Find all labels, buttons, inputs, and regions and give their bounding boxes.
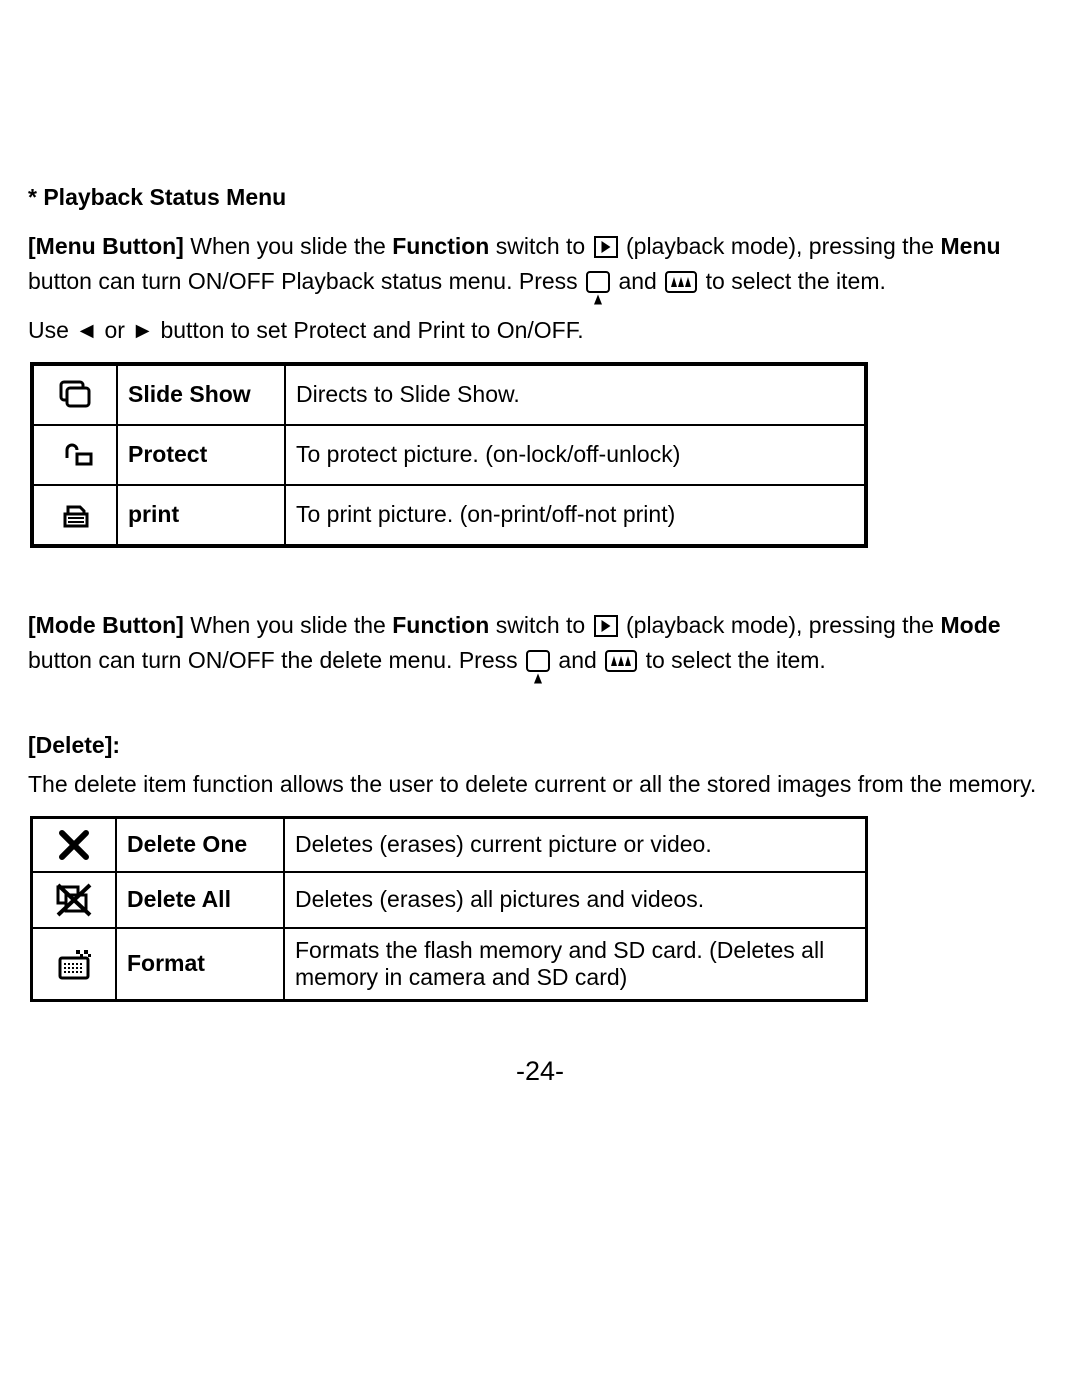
table-row: Format Formats the flash memory and SD c… — [32, 928, 867, 1001]
delete-menu-table: Delete One Deletes (erases) current pict… — [30, 816, 868, 1002]
protect-icon — [32, 425, 117, 485]
text: to select the item. — [699, 268, 886, 294]
section1-heading: * Playback Status Menu — [28, 180, 1052, 215]
row-label: Protect — [117, 425, 285, 485]
function-word: Function — [392, 233, 489, 259]
text: and — [552, 647, 603, 673]
row-desc: Formats the flash memory and SD card. (D… — [284, 928, 867, 1001]
zoom-out-icon — [665, 271, 697, 293]
text: button can turn ON/OFF Playback status m… — [28, 268, 584, 294]
mode-word: Mode — [941, 612, 1001, 638]
menu-word: Menu — [941, 233, 1001, 259]
table-row: Delete One Deletes (erases) current pict… — [32, 817, 867, 872]
text: (playback mode), pressing the — [620, 612, 941, 638]
table-row: print To print picture. (on-print/off-no… — [32, 485, 866, 546]
row-desc: To print picture. (on-print/off-not prin… — [285, 485, 866, 546]
text: and — [612, 268, 663, 294]
row-label: Format — [116, 928, 284, 1001]
delete-one-icon — [32, 817, 117, 872]
text: to select the item. — [639, 647, 826, 673]
page: * Playback Status Menu [Menu Button] Whe… — [0, 0, 1080, 1397]
slideshow-icon — [32, 364, 117, 425]
table-row: Delete All Deletes (erases) all pictures… — [32, 872, 867, 928]
format-icon — [32, 928, 117, 1001]
delete-body: The delete item function allows the user… — [28, 767, 1052, 802]
row-desc: Directs to Slide Show. — [285, 364, 866, 425]
row-desc: Deletes (erases) all pictures and videos… — [284, 872, 867, 928]
delete-heading-text: [Delete]: — [28, 732, 120, 758]
row-label: Slide Show — [117, 364, 285, 425]
delete-all-icon — [32, 872, 117, 928]
row-label: Delete One — [116, 817, 284, 872]
function-word: Function — [392, 612, 489, 638]
section1-line1: [Menu Button] When you slide the Functio… — [28, 229, 1052, 299]
playback-icon — [594, 615, 618, 637]
mode-button-label: [Mode Button] — [28, 612, 184, 638]
menu-button-label: [Menu Button] — [28, 233, 184, 259]
zoom-out-icon — [605, 650, 637, 672]
zoom-in-icon — [586, 271, 610, 293]
section1-line3: Use ◄ or ► button to set Protect and Pri… — [28, 313, 1052, 348]
section2-line1: [Mode Button] When you slide the Functio… — [28, 608, 1052, 678]
row-desc: To protect picture. (on-lock/off-unlock) — [285, 425, 866, 485]
table-row: Slide Show Directs to Slide Show. — [32, 364, 866, 425]
section1-heading-prefix: * — [28, 184, 43, 210]
text: (playback mode), pressing the — [620, 233, 941, 259]
playback-menu-table: Slide Show Directs to Slide Show. Protec… — [30, 362, 868, 548]
zoom-in-icon — [526, 650, 550, 672]
table-row: Protect To protect picture. (on-lock/off… — [32, 425, 866, 485]
print-icon — [32, 485, 117, 546]
row-label: Delete All — [116, 872, 284, 928]
playback-icon — [594, 236, 618, 258]
text: button can turn ON/OFF the delete menu. … — [28, 647, 524, 673]
text: switch to — [489, 612, 591, 638]
delete-heading: [Delete]: — [28, 728, 1052, 763]
row-desc: Deletes (erases) current picture or vide… — [284, 817, 867, 872]
text: When you slide the — [184, 612, 392, 638]
page-number: -24- — [0, 1056, 1080, 1087]
row-label: print — [117, 485, 285, 546]
section1-heading-text: Playback Status Menu — [43, 184, 286, 210]
text: When you slide the — [184, 233, 392, 259]
text: switch to — [489, 233, 591, 259]
